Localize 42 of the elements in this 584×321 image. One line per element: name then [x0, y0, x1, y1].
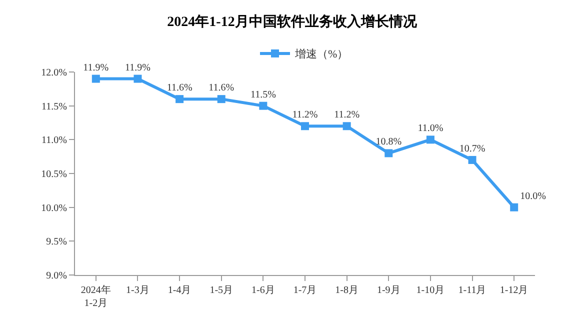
- x-tick-label: 1-3月: [126, 285, 150, 296]
- x-tick-label: 1-9月: [376, 285, 400, 296]
- point: [217, 95, 226, 104]
- data-label: 11.0%: [418, 123, 444, 134]
- x-tick-label: 1-11月: [458, 285, 486, 296]
- y-tick-label: 11.0%: [42, 135, 67, 146]
- point: [468, 156, 476, 164]
- point: [176, 95, 184, 104]
- y-tick-label: 11.5%: [42, 101, 67, 112]
- data-label: 11.2%: [292, 110, 318, 121]
- point: [342, 122, 351, 130]
- point: [134, 74, 142, 83]
- x-tick-label: 1-5月: [210, 285, 234, 296]
- chart-title: 2024年1-12月中国软件业务收入增长情况: [167, 14, 418, 30]
- y-tick-label: 9.5%: [46, 236, 67, 248]
- x-tick-label: 1-12月: [500, 285, 528, 296]
- data-label: 11.5%: [250, 89, 276, 100]
- point: [301, 122, 309, 130]
- data-label: 10.0%: [520, 190, 546, 202]
- x-tick-label: 1-8月: [335, 285, 358, 296]
- y-tick-label: 12.0%: [41, 68, 67, 78]
- point: [259, 102, 268, 110]
- data-label: 11.2%: [334, 110, 360, 121]
- point: [92, 74, 100, 83]
- data-label: 10.7%: [459, 143, 486, 154]
- data-label: 10.8%: [376, 136, 402, 148]
- y-tick-label: 10.5%: [41, 169, 67, 180]
- x-tick-label: 1-7月: [293, 285, 317, 296]
- y-tick-label: 10.0%: [41, 202, 67, 214]
- y-tick-label: 9.0%: [46, 270, 67, 282]
- x-tick-label: 1-6月: [252, 285, 275, 296]
- x-tick-label: 1-10月: [416, 285, 445, 296]
- data-label: 11.9%: [83, 62, 109, 74]
- data-label: 11.6%: [208, 82, 234, 94]
- point: [510, 203, 518, 212]
- point: [426, 136, 434, 144]
- data-label: 11.9%: [124, 62, 150, 74]
- x-tick-label: 2024年 1-2月: [80, 284, 111, 309]
- data-label: 11.6%: [166, 82, 192, 94]
- legend-label: 增速（%）: [294, 48, 348, 61]
- point: [384, 149, 393, 158]
- x-tick-label: 1-4月: [168, 285, 192, 296]
